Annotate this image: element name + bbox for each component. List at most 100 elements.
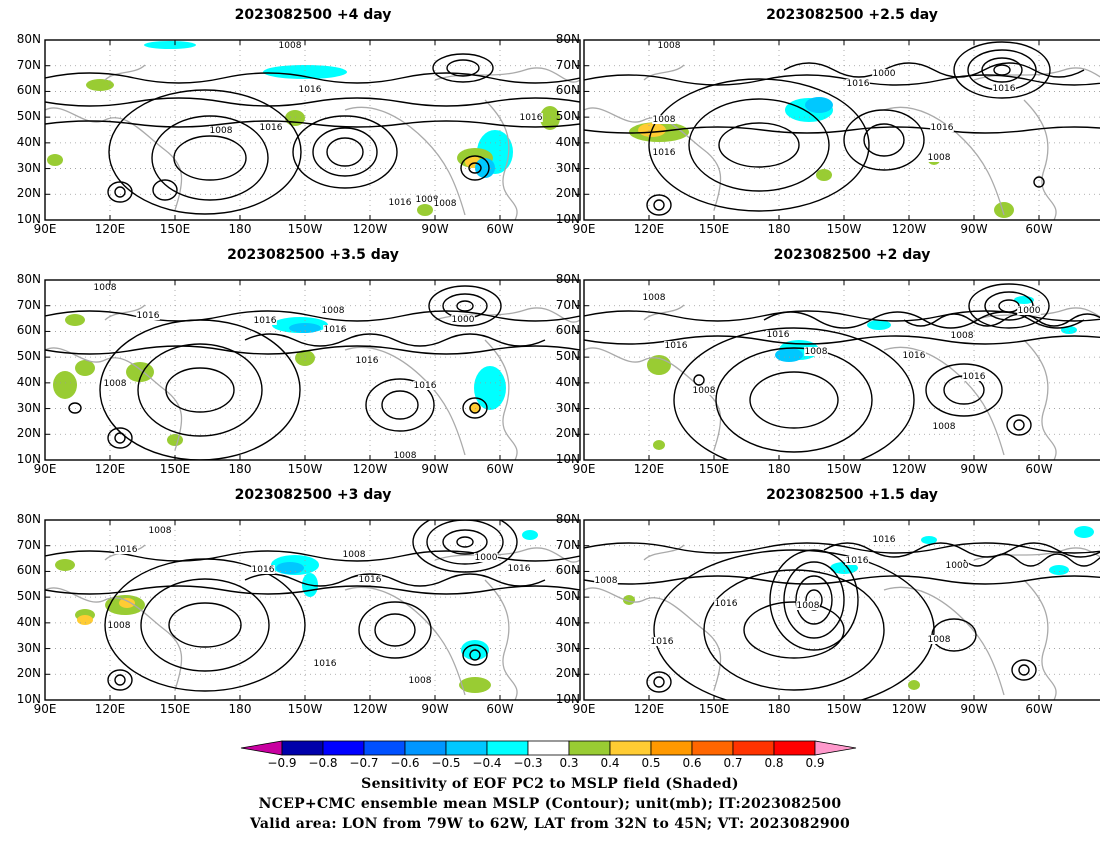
latitude-label: 20N (16, 186, 41, 201)
isobar-label-bg (358, 575, 382, 584)
longitude-label: 150W (826, 462, 862, 476)
panel-title: 2023082500 +1.5 day (766, 487, 938, 503)
isobar-label: 1000 (1018, 306, 1041, 316)
latitude-label: 70N (555, 57, 580, 72)
latitude-label: 60N (16, 563, 41, 578)
footer-line-3: Valid area: LON from 79W to 62W, LAT fro… (249, 816, 851, 832)
isobar-label: 1008 (210, 126, 233, 136)
mslp-contour (45, 310, 580, 322)
colorbar-right-arrow (814, 740, 857, 756)
isobar-label-bg (114, 545, 138, 554)
isobar-label: 1016 (115, 545, 138, 555)
latitude-label: 70N (555, 537, 580, 552)
isobar-label: 1000 (873, 69, 896, 79)
isobar-label-bg (657, 41, 681, 50)
sensitivity-shading (540, 106, 560, 130)
latitude-label: 40N (16, 134, 41, 149)
longitude-label: 120E (633, 702, 665, 716)
isobar-label-bg (393, 451, 417, 460)
isobar-label-bg (323, 325, 347, 334)
mslp-contour-low (469, 649, 481, 661)
latitude-label: 10N (555, 452, 580, 466)
colorbar-label: −0.7 (349, 756, 379, 770)
mslp-contour-low (646, 194, 672, 216)
mslp-contour-high (843, 109, 925, 171)
map-background (584, 280, 1100, 460)
mslp-contour-high (326, 137, 364, 167)
isobar-label-bg (650, 637, 674, 646)
colorbar-segment (609, 740, 652, 756)
isobar-label: 1016 (767, 330, 790, 340)
sensitivity-shading (475, 158, 495, 178)
isobar-label-bg (388, 198, 412, 207)
mslp-contour-high (140, 578, 270, 672)
mslp-contour-low (114, 186, 126, 198)
mslp-contour-high (743, 601, 845, 659)
isobar-label: 1016 (359, 575, 382, 585)
mslp-contour-low (953, 41, 1051, 99)
isobar-label-bg (652, 148, 676, 157)
isobar-label-bg (313, 659, 337, 668)
mslp-contour-low (152, 179, 178, 201)
longitude-label: 90E (572, 702, 596, 716)
longitude-label: 180 (767, 222, 791, 236)
mslp-contour-high (358, 601, 432, 659)
colorbar-segment (773, 740, 816, 756)
longitude-label: 60W (1025, 462, 1053, 476)
latitude-label: 30N (16, 160, 41, 175)
isobar-label-bg (107, 621, 131, 630)
isobar-label: 1008 (343, 550, 366, 560)
latitude-label: 40N (555, 374, 580, 389)
isobar-label: 1008 (928, 635, 951, 645)
isobar-label-bg (927, 635, 951, 644)
latitude-label: 30N (16, 640, 41, 655)
colorbar-left-arrow (240, 740, 283, 756)
map-frame (583, 279, 1100, 461)
isobar-label-bg (209, 126, 233, 135)
mslp-contour-low (993, 64, 1011, 76)
mslp-contour-low (462, 644, 488, 666)
latitude-label: 40N (16, 374, 41, 389)
longitude-label: 90E (572, 222, 596, 236)
isobar-label-bg (950, 331, 974, 340)
sensitivity-shading (1074, 526, 1094, 538)
sensitivity-shading (994, 202, 1014, 218)
mslp-contour-low (693, 374, 705, 386)
mslp-contour-low (1011, 659, 1037, 681)
mslp-contour-low (1018, 664, 1030, 676)
longitude-label: 120E (94, 702, 126, 716)
sensitivity-shading (75, 360, 95, 376)
mslp-contour-high (165, 367, 235, 413)
latitude-label: 50N (555, 109, 580, 124)
isobar-label-bg (845, 556, 869, 565)
longitude-label: 90W (421, 462, 449, 476)
mslp-contour-low (462, 397, 488, 419)
map-frame (44, 519, 581, 701)
latitude-label: 80N (555, 32, 580, 46)
longitude-label: 90E (33, 462, 57, 476)
latitude-label: 20N (555, 666, 580, 681)
isobar-label-bg (846, 79, 870, 88)
colorbar-label: 0.3 (559, 756, 579, 770)
latitude-label: 60N (555, 563, 580, 578)
longitude-label: 120W (352, 222, 388, 236)
isobar-label-bg (766, 330, 790, 339)
sensitivity-shading (921, 536, 937, 544)
isobar-label: 1016 (137, 311, 160, 321)
longitude-label: 150E (159, 702, 191, 716)
mslp-contour-high (312, 127, 378, 177)
isobar-label: 1016 (260, 123, 283, 133)
colorbar-label: 0.5 (641, 756, 661, 770)
longitude-label: 120W (891, 222, 927, 236)
map-frame (44, 39, 581, 221)
sensitivity-shading (805, 97, 833, 113)
latitude-label: 60N (16, 323, 41, 338)
map-frame (44, 279, 581, 461)
mslp-contour (244, 333, 546, 347)
colorbar-label: 0.7 (723, 756, 743, 770)
mslp-contour-high (365, 378, 435, 432)
latitude-label: 40N (16, 614, 41, 629)
longitude-label: 90W (960, 702, 988, 716)
mslp-contour-high (715, 347, 873, 453)
